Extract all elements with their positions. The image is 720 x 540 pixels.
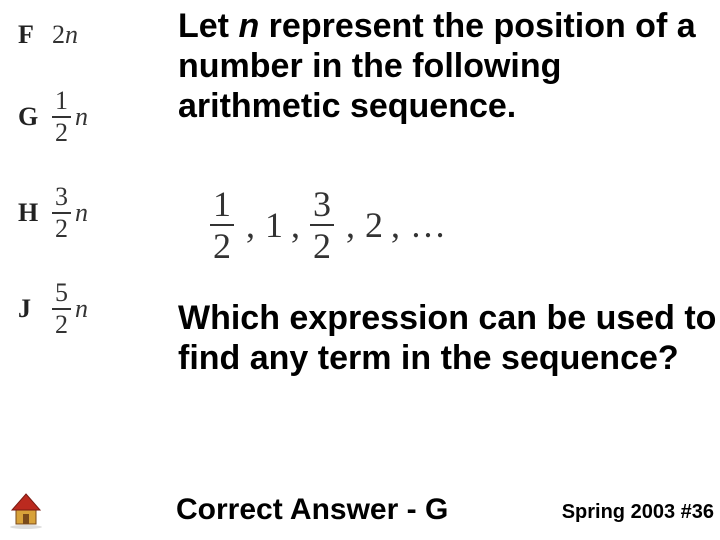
comma: ,: [391, 204, 400, 246]
var-n: n: [65, 20, 78, 50]
var-n: n: [75, 294, 88, 324]
q-pre: Let: [178, 7, 238, 45]
comma: ,: [246, 204, 255, 246]
choice-j: J 5 2 n: [18, 280, 168, 338]
comma: ,: [346, 204, 355, 246]
choice-letter: J: [18, 294, 52, 324]
correct-answer: Correct Answer - G: [176, 493, 448, 527]
numerator: 3: [310, 186, 334, 222]
fraction: 5 2: [52, 280, 71, 338]
choice-expression: 5 2 n: [52, 280, 88, 338]
question-part1: Let n represent the position of a number…: [178, 6, 708, 126]
fraction: 1 2: [52, 88, 71, 146]
numerator: 5: [52, 280, 71, 306]
source-label: Spring 2003 #36: [562, 501, 714, 524]
denominator: 2: [52, 216, 71, 242]
choice-expression: 3 2 n: [52, 184, 88, 242]
comma: ,: [291, 204, 300, 246]
choice-expression: 2n: [52, 20, 78, 50]
footer-row: Correct Answer - G Spring 2003 #36: [0, 490, 720, 530]
seq-term-2: 1: [265, 204, 283, 246]
sequence-display: 1 2 , 1 , 3 2 , 2 , …: [210, 186, 446, 264]
q-var: n: [238, 7, 259, 45]
question-text-1: Let n represent the position of a number…: [178, 6, 708, 126]
seq-term-1: 1 2: [210, 186, 234, 264]
coef: 2: [52, 20, 65, 50]
numerator: 1: [52, 88, 71, 114]
choice-letter: F: [18, 20, 52, 50]
var-n: n: [75, 102, 88, 132]
seq-term-3: 3 2: [310, 186, 334, 264]
fraction: 3 2: [52, 184, 71, 242]
denominator: 2: [52, 120, 71, 146]
choice-expression: 1 2 n: [52, 88, 88, 146]
seq-term-4: 2: [365, 204, 383, 246]
choice-letter: H: [18, 198, 52, 228]
numerator: 3: [52, 184, 71, 210]
choice-g: G 1 2 n: [18, 88, 168, 146]
answer-choices: F 2n G 1 2 n H 3 2 n J 5: [18, 20, 168, 376]
var-n: n: [75, 198, 88, 228]
denominator: 2: [52, 312, 71, 338]
seq-ellipsis: …: [410, 204, 446, 246]
denominator: 2: [310, 228, 334, 264]
numerator: 1: [210, 186, 234, 222]
home-icon[interactable]: [6, 490, 46, 530]
choice-letter: G: [18, 102, 52, 132]
question-text-2: Which expression can be used to find any…: [178, 298, 718, 378]
choice-f: F 2n: [18, 20, 168, 50]
choice-h: H 3 2 n: [18, 184, 168, 242]
question-part2: Which expression can be used to find any…: [178, 298, 718, 378]
denominator: 2: [210, 228, 234, 264]
